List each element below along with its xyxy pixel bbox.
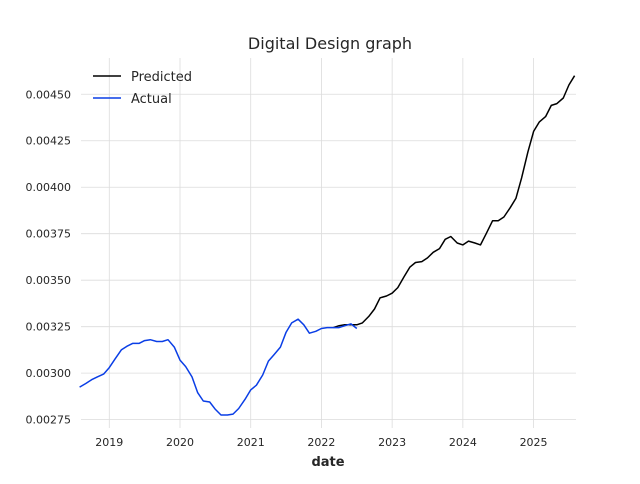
x-axis-ticks: 2019 2020 2021 2022 2023 2024 2025 (95, 436, 547, 449)
y-tick-label: 0.00400 (26, 181, 72, 194)
grid (81, 58, 576, 428)
y-tick-label: 0.00450 (26, 88, 72, 101)
y-tick-label: 0.00325 (26, 321, 72, 334)
x-tick-label: 2020 (166, 436, 194, 449)
y-tick-label: 0.00375 (26, 228, 72, 241)
series-line-actual (79, 318, 358, 416)
x-tick-label: 2019 (95, 436, 123, 449)
legend-label-actual: Actual (131, 92, 172, 107)
y-tick-label: 0.00425 (26, 135, 72, 148)
x-tick-label: 2021 (237, 436, 265, 449)
y-tick-label: 0.00275 (26, 414, 72, 427)
chart-title: Digital Design graph (248, 34, 412, 53)
y-tick-label: 0.00350 (26, 274, 72, 287)
y-tick-label: 0.00300 (26, 367, 72, 380)
series-line-predicted (333, 75, 576, 329)
legend: Predicted Actual (93, 70, 192, 107)
x-tick-label: 2024 (449, 436, 477, 449)
y-axis-ticks: 0.00275 0.00300 0.00325 0.00350 0.00375 0.004… (26, 88, 72, 426)
x-tick-label: 2025 (520, 436, 548, 449)
x-axis-label: date (311, 455, 344, 470)
legend-label-predicted: Predicted (131, 70, 192, 85)
series-lines (79, 75, 576, 416)
x-tick-label: 2023 (378, 436, 406, 449)
x-tick-label: 2022 (307, 436, 335, 449)
